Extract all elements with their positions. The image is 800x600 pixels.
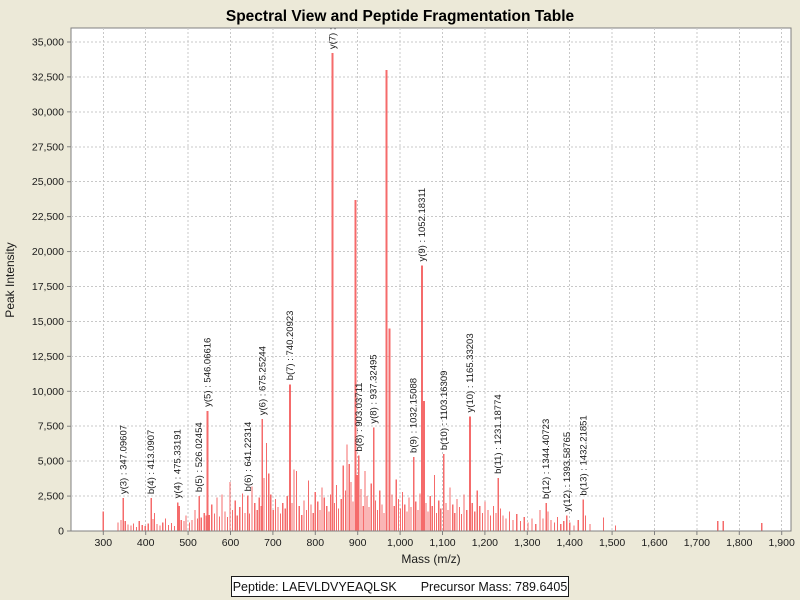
peak-label-b9: b(9) : 1032.15088 [409,378,420,453]
y-tick-label: 22,500 [32,211,64,223]
y-tick-label: 20,000 [32,246,64,258]
precursor-mass-label: Precursor Mass: 789.6405 [420,579,568,594]
peak-label-b6: b(6) : 641.22314 [243,422,254,492]
peak-label-y7: y(7) : [327,28,338,50]
y-tick-label: 5,000 [38,456,64,468]
peak-label-y5: y(5) : 546.06616 [203,338,214,407]
peak-label-y3: y(3) : 347.09607 [118,425,129,494]
peak-label-b12: b(12) : 1344.40723 [541,419,552,499]
y-tick-label: 30,000 [32,106,64,118]
spectrum-chart[interactable]: Spectral View and Peptide Fragmentation … [0,0,800,572]
peptide-label: Peptide: LAEVLDVYEAQLSK [232,579,397,594]
y-tick-label: 7,500 [38,421,64,433]
peak-label-b8: b(8) : 903.03711 [354,383,365,452]
x-tick-label: 400 [137,537,155,549]
x-tick-label: 1,300 [514,537,540,549]
peak-label-y12: y(12) : 1393.58765 [562,432,573,512]
x-axis-title: Mass (m/z) [401,552,460,566]
y-tick-label: 15,000 [32,316,64,328]
peak-label-y10: y(10) : 1165.33203 [465,333,476,412]
y-tick-label: 10,000 [32,386,64,398]
peak-lines [102,53,763,531]
y-tick-label: 27,500 [32,141,64,153]
x-tick-label: 1,200 [472,537,498,549]
y-tick-label: 25,000 [32,176,64,188]
x-tick-label: 1,400 [557,537,583,549]
x-tick-label: 1,700 [684,537,710,549]
peak-label-y4: y(4) : 475.33191 [173,429,184,498]
y-axis-title: Peak Intensity [3,242,17,317]
x-tick-label: 1,000 [387,537,413,549]
x-tick-label: 1,900 [769,537,795,549]
y-tick-label: 35,000 [32,37,64,49]
grid-lines [71,28,791,531]
peak-labels: y(3) : 347.09607 b(4) : 413.0907 y(4) : 47… [118,28,589,512]
x-tick-label: 1,100 [429,537,455,549]
y-tick-label: 2,500 [38,491,64,503]
x-tick-label: 300 [95,537,113,549]
x-tick-label: 1,800 [726,537,752,549]
peak-label-y8: y(8) : 937.32495 [369,354,380,423]
info-panel: Peptide: LAEVLDVYEAQLSK Precursor Mass: … [231,576,569,597]
peak-label-b13: b(13) : 1432.21851 [578,415,589,495]
axis-ticks: 0 2,500 5,000 7,500 10,000 12,500 15,000 17,500… [32,37,795,550]
peak-label-y9: y(9) : 1052.18311 [417,188,428,262]
peak-label-b5: b(5) : 526.02454 [194,422,205,492]
peak-label-b10: b(10) : 1103.16309 [439,371,450,451]
y-tick-label: 0 [58,526,64,538]
peak-label-b7: b(7) : 740.20923 [285,311,296,381]
x-tick-label: 700 [264,537,282,549]
x-tick-label: 500 [179,537,197,549]
y-tick-label: 12,500 [32,351,64,363]
chart-title: Spectral View and Peptide Fragmentation … [226,8,575,25]
peak-label-b11: b(11) : 1231.18774 [493,394,504,474]
x-tick-label: 900 [349,537,367,549]
y-tick-label: 32,500 [32,71,64,83]
peak-label-y6: y(6) : 675.25244 [257,346,268,415]
y-tick-label: 17,500 [32,281,64,293]
x-tick-label: 600 [222,537,240,549]
x-tick-label: 1,600 [641,537,667,549]
x-tick-label: 1,500 [599,537,625,549]
x-tick-label: 800 [307,537,325,549]
peak-label-b4: b(4) : 413.0907 [146,430,157,494]
